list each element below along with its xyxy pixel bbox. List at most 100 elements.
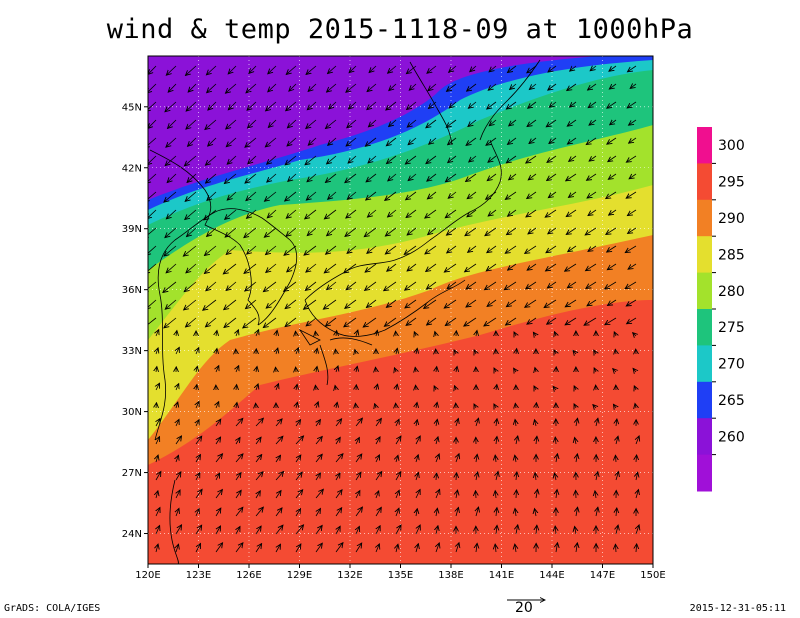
wind-arrow: [276, 384, 279, 391]
wind-arrow: [528, 101, 537, 108]
wind-arrow: [215, 454, 223, 463]
wind-arrow: [506, 317, 517, 325]
wind-arrow: [196, 348, 199, 355]
wind-arrow: [574, 404, 576, 408]
wind-arrow: [216, 526, 221, 535]
colorbar-label: 260: [718, 429, 745, 445]
wind-arrow: [165, 227, 177, 238]
wind-arrow: [627, 209, 637, 216]
wind-arrow: [156, 383, 160, 391]
wind-arrow: [349, 65, 357, 73]
wind-arrow: [156, 508, 160, 517]
wind-arrow: [216, 349, 217, 355]
wind-arrow: [515, 403, 516, 408]
wind-arrow: [636, 472, 638, 481]
wind-arrow: [228, 65, 237, 74]
wind-arrow: [593, 405, 596, 408]
wind-arrow: [325, 173, 337, 182]
lon-tick-label: 138E: [438, 570, 463, 581]
wind-arrow: [225, 83, 237, 93]
wind-arrow: [625, 245, 637, 253]
wind-arrow: [156, 437, 160, 445]
wind-arrow: [265, 137, 277, 147]
wind-arrow: [416, 402, 417, 409]
wind-arrow: [629, 137, 637, 143]
wind-arrow: [287, 119, 297, 128]
wind-arrow: [203, 299, 217, 310]
wind-arrow: [266, 263, 277, 272]
wind-arrow: [388, 173, 397, 181]
wind-arrow: [456, 490, 458, 499]
wind-arrow: [306, 65, 317, 74]
wind-arrow: [276, 348, 278, 355]
wind-arrow: [187, 227, 197, 237]
wind-arrow: [548, 83, 557, 90]
wind-arrow: [176, 331, 177, 337]
wind-arrow: [335, 419, 342, 427]
wind-arrow: [545, 209, 557, 217]
wind-arrow: [327, 83, 337, 92]
wind-arrow: [529, 137, 537, 144]
wind-arrow: [163, 281, 177, 292]
wind-arrow: [224, 317, 237, 327]
wind-arrow: [405, 281, 417, 290]
wind-arrow: [416, 436, 420, 445]
wind-arrow: [228, 101, 237, 110]
wind-arrow: [526, 155, 537, 163]
wind-arrow: [395, 525, 401, 535]
wind-arrow: [245, 137, 257, 147]
wind-arrow: [196, 473, 200, 481]
wind-arrow: [336, 402, 337, 409]
wind-arrow: [156, 330, 159, 337]
wind-arrow: [596, 418, 598, 427]
wind-arrow: [549, 137, 557, 143]
wind-arrow: [585, 227, 597, 235]
wind-arrow: [325, 317, 337, 326]
wind-arrow: [505, 245, 517, 253]
wind-arrow: [528, 173, 537, 180]
wind-arrow: [446, 227, 457, 235]
wind-arrow: [296, 348, 298, 355]
wind-arrow: [627, 101, 637, 108]
colorbar-swatch: [697, 418, 712, 456]
wind-arrow: [287, 263, 297, 272]
wind-arrow: [175, 472, 181, 481]
wind-arrow: [255, 507, 263, 517]
wind-arrow: [295, 436, 304, 445]
wind-arrow: [608, 173, 617, 179]
wind-arrow: [516, 472, 517, 481]
wind-arrow: [488, 155, 497, 162]
wind-arrow: [156, 419, 160, 427]
wind-arrow: [446, 119, 457, 127]
wind-arrow: [525, 245, 537, 253]
wind-arrow: [574, 386, 576, 390]
wind-arrow: [584, 317, 597, 325]
wind-arrow: [336, 526, 340, 535]
wind-arrow: [636, 436, 639, 445]
wind-arrow: [436, 489, 440, 499]
wind-arrow: [385, 245, 397, 254]
wind-arrow: [376, 455, 379, 463]
wind-arrow: [176, 419, 179, 427]
wind-arrow: [546, 263, 557, 271]
wind-arrow: [295, 472, 302, 481]
wind-arrow: [188, 83, 197, 92]
wind-arrow: [466, 173, 477, 182]
wind-arrow: [263, 317, 277, 328]
wind-arrow: [148, 299, 157, 309]
wind-arrow: [448, 191, 457, 198]
wind-arrow: [226, 137, 237, 147]
wind-arrow: [445, 173, 457, 182]
wind-arrow: [206, 65, 217, 75]
wind-arrow: [323, 299, 337, 309]
wind-arrow: [376, 526, 380, 535]
wind-arrow: [594, 368, 596, 372]
latitude-axis: 24N 27N 30N 33N 36N 39N 42N 45N: [122, 102, 148, 540]
wind-arrow: [586, 281, 597, 288]
lon-tick-label: 150E: [640, 570, 665, 581]
wind-arrow: [315, 543, 322, 553]
wind-arrow: [534, 420, 536, 427]
wind-arrow: [396, 508, 399, 517]
wind-arrow: [275, 436, 283, 445]
